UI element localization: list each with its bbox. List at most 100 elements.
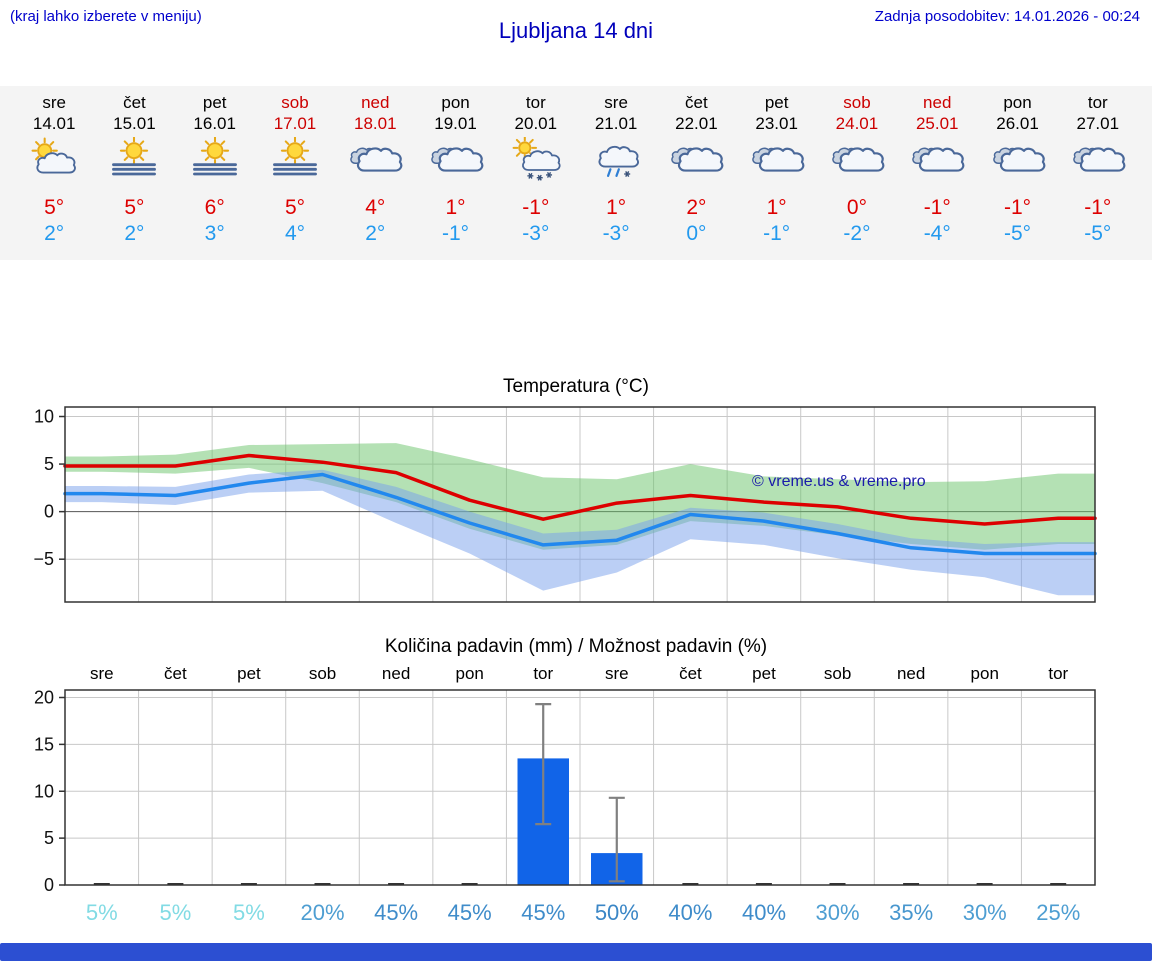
day-date: 19.01 — [434, 114, 477, 133]
precip-zero-bar — [93, 883, 110, 885]
day-date: 20.01 — [514, 114, 558, 133]
day-name: sob — [281, 93, 309, 112]
cloudy-icon — [977, 137, 1057, 189]
precip-zero-bar — [240, 883, 257, 885]
forecast-strip: sre 14.01 5° 2° čet 15.01 5° 2° pet 16.01 6° 3° sob 1… — [0, 86, 1152, 260]
tmax-value: 1° — [445, 196, 466, 219]
forecast-day-column: ned 18.01 4° 2° — [335, 86, 415, 260]
precip-zero-bar — [976, 883, 993, 885]
cloudy-icon — [737, 137, 817, 189]
tmin-value: -1° — [442, 222, 470, 245]
tmin-value: 0° — [686, 222, 707, 245]
precip-probability: 5% — [233, 900, 265, 925]
tmin-value: 4° — [284, 222, 306, 245]
forecast-day-column: pet 23.01 1° -1° — [737, 86, 817, 260]
precip-probability: 40% — [741, 900, 787, 925]
day-date: 21.01 — [594, 114, 638, 133]
forecast-day-column: pon 19.01 1° -1° — [415, 86, 495, 260]
precip-probability: 5% — [159, 900, 192, 925]
menu-hint[interactable]: (kraj lahko izberete v meniju) — [10, 8, 202, 25]
day-name: sre — [42, 93, 66, 112]
tmax-value: -1° — [1084, 196, 1112, 219]
precip-probability: 30% — [815, 900, 860, 925]
precip-probability: 45% — [374, 900, 419, 925]
precip-day-label: pon — [455, 664, 484, 683]
precip-zero-bar — [314, 883, 331, 885]
header: (kraj lahko izberete v meniju) Ljubljana… — [0, 0, 1152, 48]
day-name: čet — [123, 93, 146, 112]
temperature-chart-title: Temperatura (°C) — [503, 376, 649, 397]
precip-probability: 45% — [447, 900, 492, 925]
precipitation-chart: 20 15 10 5 0 — [34, 688, 1096, 893]
precip-probability: 45% — [521, 900, 566, 925]
precip-day-label: pet — [237, 664, 261, 683]
tmax-value: -1° — [923, 196, 951, 219]
tmin-value: 2° — [365, 222, 386, 245]
tmin-value: -5° — [1003, 222, 1032, 245]
page-title: Ljubljana 14 dni — [498, 18, 654, 43]
tmin-value: -3° — [522, 222, 550, 245]
tmin-value: -2° — [843, 222, 871, 245]
precip-day-label: ned — [896, 664, 926, 683]
tmin-value: 2° — [124, 222, 145, 245]
day-date: 14.01 — [32, 114, 76, 133]
cloudy-icon — [897, 137, 977, 189]
precip-whisker — [608, 796, 625, 883]
tmax-value: 5° — [284, 196, 306, 219]
tmax-value: 1° — [606, 196, 627, 219]
precip-ytick-label: 20 — [34, 688, 54, 708]
day-date: 22.01 — [675, 114, 718, 133]
tmax-value: 0° — [846, 196, 867, 219]
precip-ytick-label: 5 — [44, 828, 54, 848]
precip-zero-bar — [1050, 883, 1067, 885]
tmin-value: 2° — [44, 222, 65, 245]
forecast-day-column: čet 15.01 5° 2° — [94, 86, 174, 260]
precip-probability: 40% — [668, 900, 713, 925]
precip-ytick-label: 10 — [34, 781, 54, 801]
precip-ytick-label: 15 — [34, 734, 54, 754]
day-date: 25.01 — [915, 114, 959, 133]
forecast-day-column: čet 22.01 2° 0° — [656, 86, 736, 260]
forecast-day-column: pet 16.01 6° 3° — [175, 86, 255, 260]
watermark: © vreme.us & vreme.pro — [752, 473, 926, 490]
precip-zero-bar — [388, 883, 405, 885]
precip-probability: 5% — [85, 900, 118, 925]
day-date: 16.01 — [193, 114, 236, 133]
temperature-chart-section: Temperatura (°C) 10 5 0 −5 © vreme.us & vrem… — [0, 376, 1152, 612]
precip-probability: 50% — [594, 900, 639, 925]
tmin-value: -5° — [1084, 222, 1112, 245]
tmax-value: 4° — [365, 196, 386, 219]
day-name: tor — [525, 93, 546, 112]
snow-showers-icon — [496, 137, 576, 189]
tmax-value: 5° — [124, 196, 145, 219]
cloudy-icon — [1058, 137, 1138, 189]
temperature-chart: 10 5 0 −5 © vreme.us & vreme.pro — [33, 406, 1097, 603]
fog-sun-icon — [255, 137, 335, 189]
forecast-day-column: ned 25.01 -1° -4° — [897, 86, 977, 260]
cloudy-icon — [817, 137, 897, 189]
day-date: 26.01 — [996, 114, 1039, 133]
day-name: pet — [764, 93, 789, 112]
tmax-value: 2° — [686, 196, 707, 219]
day-date: 24.01 — [835, 114, 879, 133]
temp-ytick-label: 10 — [34, 407, 54, 427]
day-name: pet — [202, 93, 227, 112]
precip-day-label: ned — [381, 664, 411, 683]
forecast-day-column: sre 14.01 5° 2° — [14, 86, 94, 260]
tmax-value: 6° — [204, 196, 225, 219]
precip-zero-bar — [167, 883, 184, 885]
temp-ytick-label: 5 — [44, 454, 54, 474]
day-name: čet — [685, 93, 708, 112]
precip-probability-labels: 5% 5% 5% 20% 45% 45% 45% 50% 40% 40% 30% 35% 30% 25% — [65, 899, 1095, 927]
precip-ytick-label: 0 — [44, 875, 54, 893]
precip-day-label: sre — [605, 664, 629, 683]
forecast-day-column: tor 27.01 -1° -5° — [1058, 86, 1138, 260]
precip-whisker — [535, 703, 552, 826]
forecast-day-column: sob 17.01 5° 4° — [255, 86, 335, 260]
day-date: 17.01 — [273, 114, 317, 133]
band-tmin-range — [65, 469, 1095, 596]
day-date: 23.01 — [755, 114, 798, 133]
day-name: pon — [1003, 93, 1032, 112]
partly-cloudy-icon — [14, 137, 94, 189]
precip-probability: 30% — [962, 900, 1007, 925]
